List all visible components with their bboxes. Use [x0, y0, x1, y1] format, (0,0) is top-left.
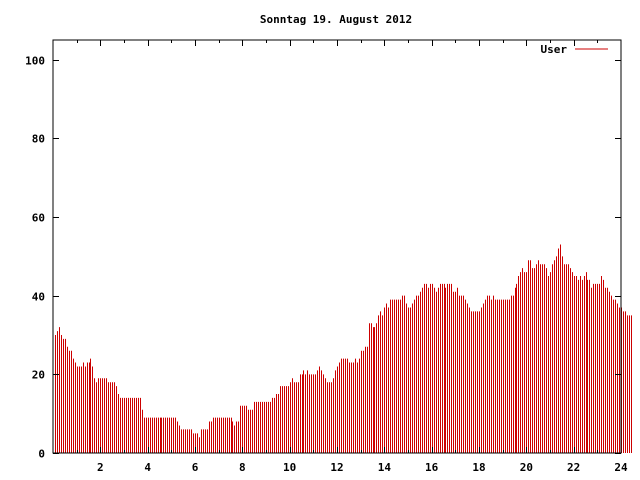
x-tick-label: 22: [567, 461, 580, 474]
bar-series: [55, 244, 632, 453]
x-tick-label: 24: [614, 461, 628, 474]
y-tick-label: 40: [32, 291, 45, 304]
y-tick-label: 100: [25, 55, 45, 68]
y-tick-label: 20: [32, 369, 45, 382]
x-axis: 2 4 6 8 10 12 14 16 18 20 22 24: [77, 40, 628, 474]
x-tick-label: 14: [378, 461, 392, 474]
x-tick-label: 6: [192, 461, 199, 474]
x-tick-label: 8: [239, 461, 246, 474]
x-tick-label: 10: [283, 461, 296, 474]
legend: User: [541, 43, 608, 56]
x-tick-label: 16: [425, 461, 439, 474]
y-tick-label: 60: [32, 212, 45, 225]
x-tick-label: 18: [472, 461, 485, 474]
y-axis: 0 20 40 60 80 100: [25, 55, 621, 461]
y-tick-label: 0: [38, 448, 45, 461]
legend-label: User: [541, 43, 568, 56]
x-tick-label: 4: [144, 461, 151, 474]
chart-title: Sonntag 19. August 2012: [260, 13, 412, 26]
x-tick-label: 12: [330, 461, 343, 474]
y-tick-label: 80: [32, 133, 45, 146]
x-tick-label: 20: [520, 461, 533, 474]
x-tick-label: 2: [97, 461, 104, 474]
